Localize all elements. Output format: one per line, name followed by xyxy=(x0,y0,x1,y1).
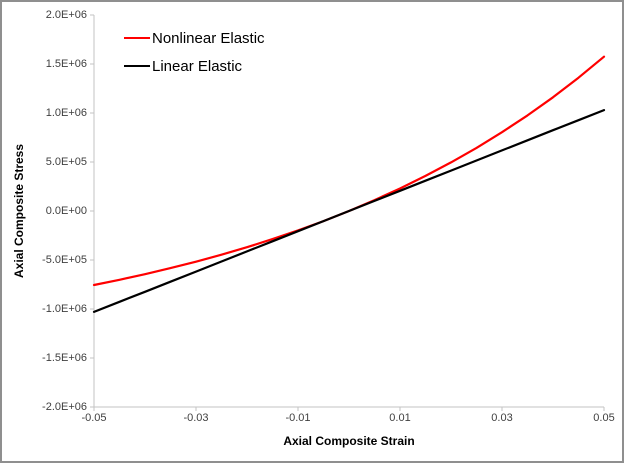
legend-marker-linear-elastic xyxy=(124,64,150,68)
legend-label-nonlinear-elastic: Nonlinear Elastic xyxy=(152,29,265,47)
x-tick-label: 0.05 xyxy=(593,412,615,424)
y-tick-label: 1.0E+06 xyxy=(45,106,87,119)
series-line-nonlinear-elastic xyxy=(92,55,606,287)
y-tick-label: -5.0E+05 xyxy=(42,253,87,266)
axis-lines xyxy=(90,14,605,411)
x-tick-label: 0.03 xyxy=(491,412,513,424)
legend: Nonlinear Elastic Linear Elastic xyxy=(124,24,265,80)
y-tick-label: -1.0E+06 xyxy=(42,302,87,315)
y-tick-label: 1.5E+06 xyxy=(45,57,87,70)
x-tick-label: 0.01 xyxy=(389,412,411,424)
x-tick-label: -0.03 xyxy=(183,412,209,424)
y-tick-label: -2.0E+06 xyxy=(42,400,87,413)
y-tick-label: 2.0E+06 xyxy=(45,8,87,21)
legend-item-nonlinear-elastic: Nonlinear Elastic xyxy=(124,24,265,52)
y-axis-title: Axial Composite Stress xyxy=(12,143,26,279)
y-tick-label: -1.5E+06 xyxy=(42,351,87,364)
series-line-linear-elastic xyxy=(92,108,606,313)
x-axis-title: Axial Composite Strain xyxy=(283,434,415,448)
x-tick-label: -0.01 xyxy=(285,412,311,424)
x-tick-label: -0.05 xyxy=(81,412,107,424)
legend-item-linear-elastic: Linear Elastic xyxy=(124,52,265,80)
y-tick-label: 0.0E+00 xyxy=(45,204,87,217)
y-tick-label: 5.0E+05 xyxy=(45,155,87,168)
legend-marker-nonlinear-elastic xyxy=(124,36,150,40)
legend-label-linear-elastic: Linear Elastic xyxy=(152,57,243,75)
